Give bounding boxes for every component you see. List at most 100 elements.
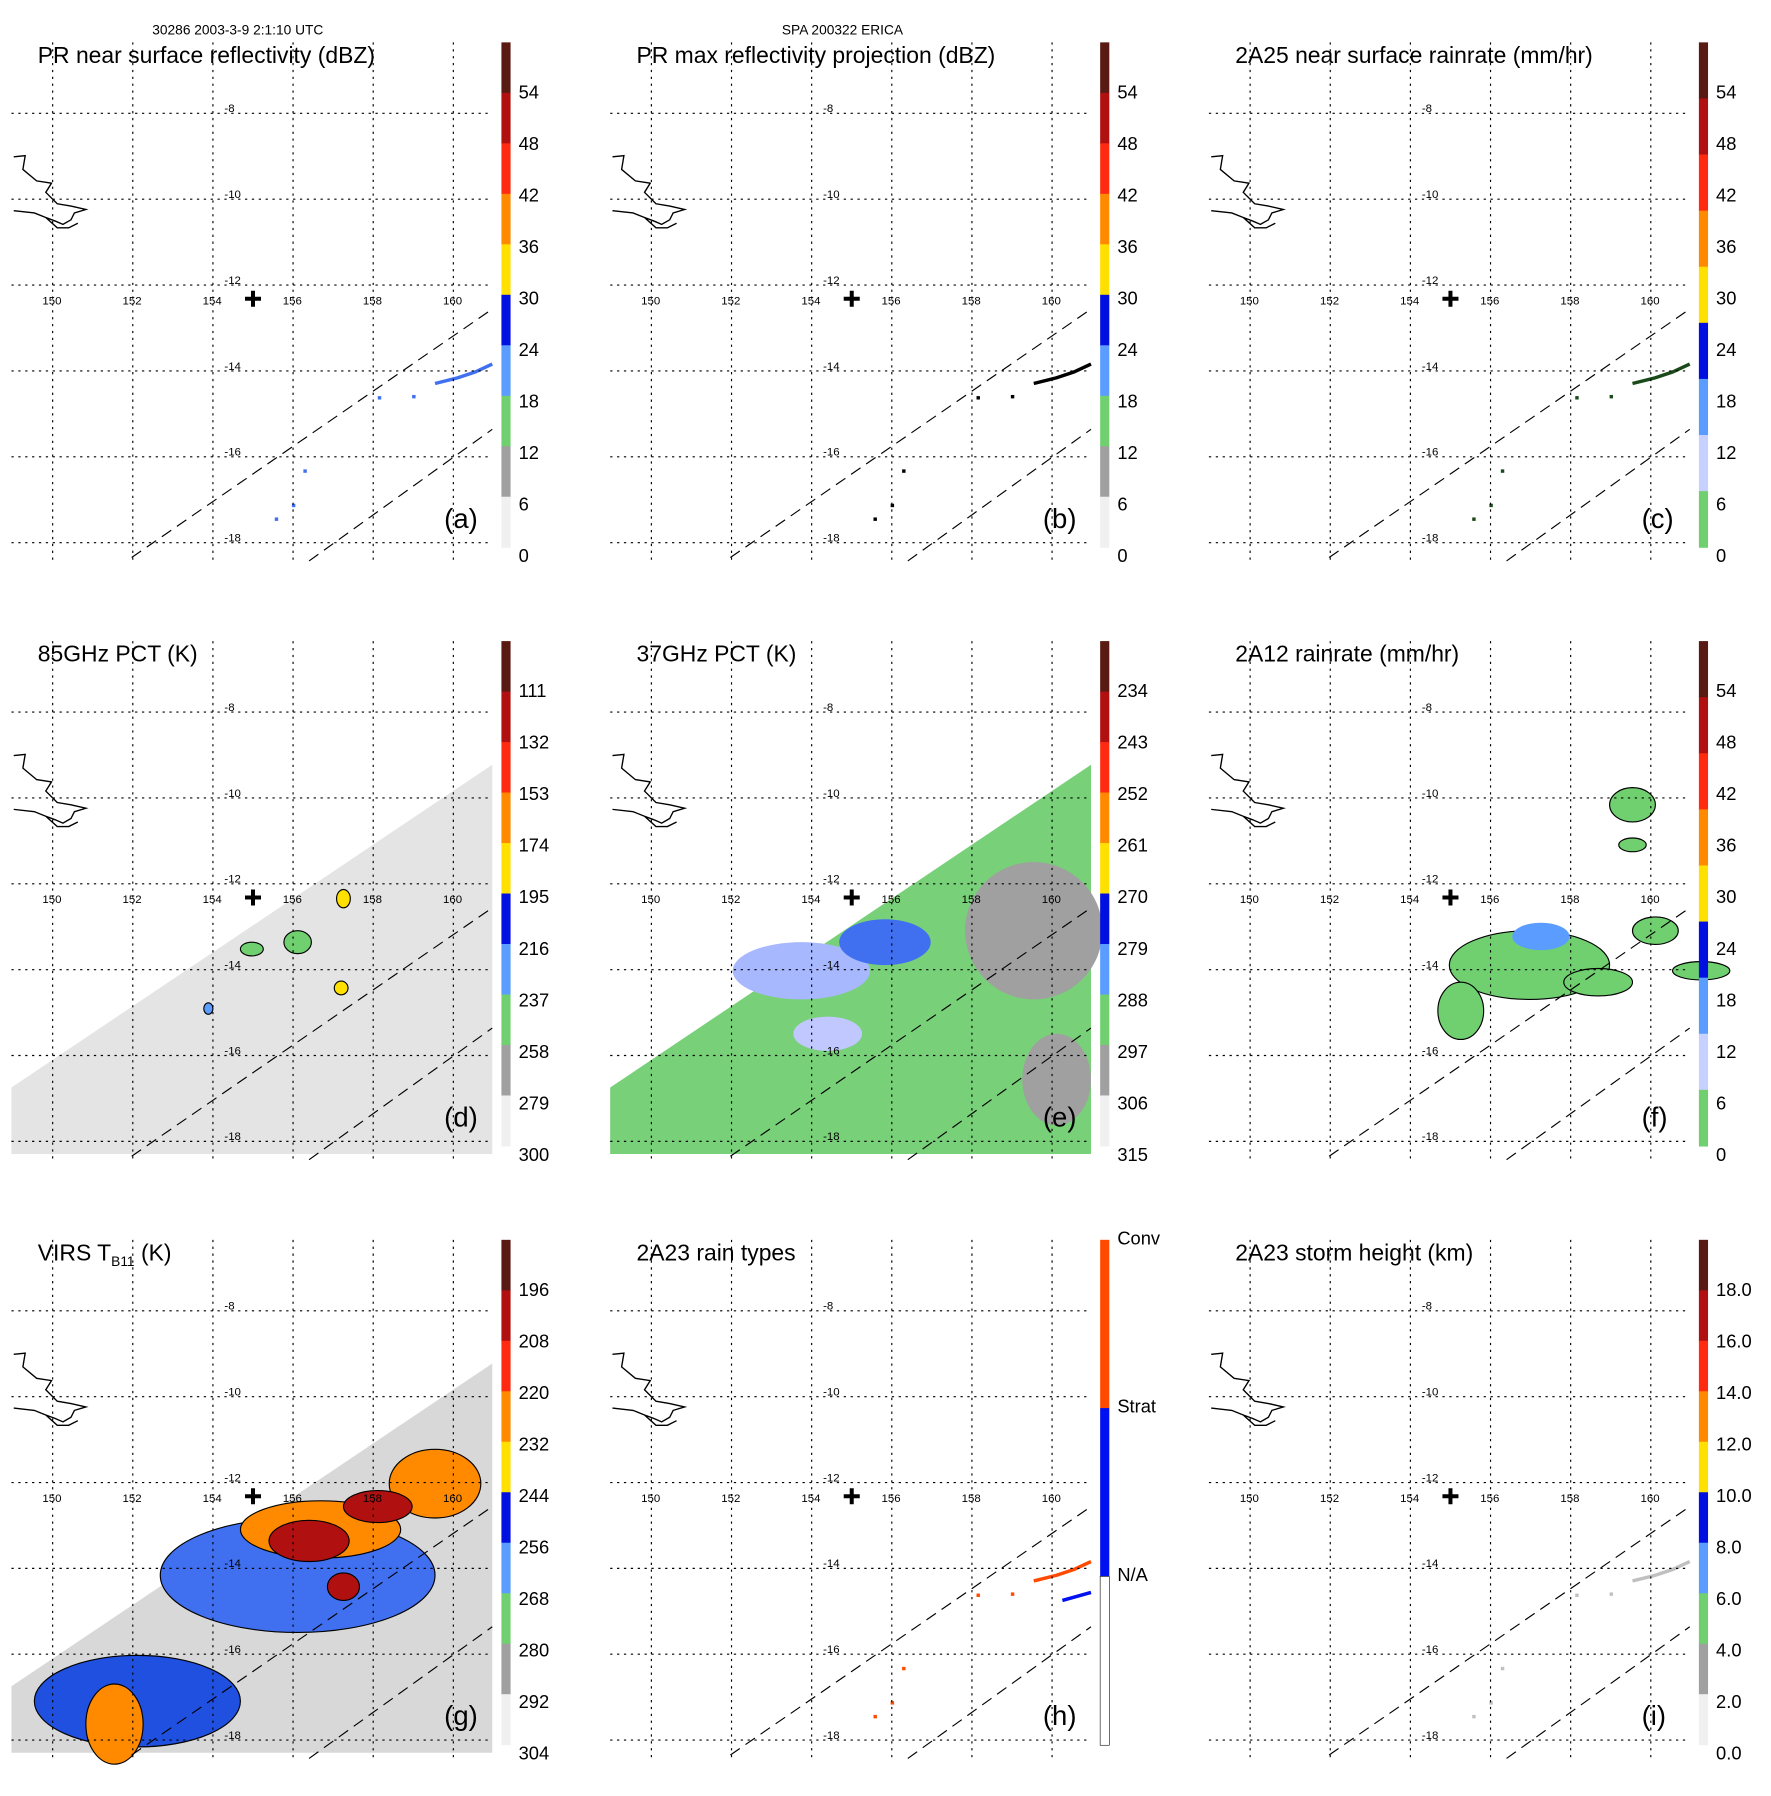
swath-edge bbox=[131, 308, 493, 558]
colorbar-label: 4.0 bbox=[1716, 1641, 1742, 1662]
colorbar-segment bbox=[1698, 753, 1709, 810]
colorbar-segment bbox=[1100, 496, 1110, 548]
colorbar-segment bbox=[1698, 1694, 1709, 1746]
rain-blob bbox=[1618, 837, 1647, 853]
lat-label: -8 bbox=[1421, 701, 1433, 715]
rain-pixel bbox=[1010, 1592, 1015, 1596]
lat-label: -16 bbox=[823, 1045, 840, 1058]
title-text: 2A25 near surface rainrate (mm/hr) bbox=[1235, 43, 1593, 69]
lon-label: 156 bbox=[881, 295, 901, 308]
rain-pixel bbox=[1609, 1592, 1614, 1596]
lat-label: -18 bbox=[1421, 1729, 1439, 1743]
lat-label: -16 bbox=[224, 1045, 241, 1058]
colorbar-segment bbox=[1100, 193, 1110, 245]
lon-label: 160 bbox=[1640, 894, 1660, 907]
colorbar-label: 258 bbox=[518, 1042, 550, 1063]
colorbar-label: 174 bbox=[518, 836, 550, 857]
rain-blob bbox=[1609, 787, 1656, 823]
colorbar-label: 256 bbox=[518, 1538, 550, 1559]
lat-label: -16 bbox=[823, 1643, 840, 1657]
storm-center-cross-icon bbox=[244, 889, 262, 906]
rain-pixel bbox=[377, 396, 382, 400]
colorbar-segment bbox=[1698, 322, 1709, 380]
lat-label: -8 bbox=[224, 103, 235, 116]
lat-label: -14 bbox=[823, 959, 840, 972]
lat-label: -12 bbox=[1421, 274, 1439, 288]
colorbar-segment bbox=[1100, 42, 1110, 94]
colorbar-label: 30 bbox=[1117, 289, 1138, 310]
lon-label: 156 bbox=[282, 894, 302, 907]
panel-letter: (i) bbox=[1641, 1701, 1667, 1733]
lon-label: 152 bbox=[1319, 295, 1340, 308]
colorbar-segment bbox=[1100, 294, 1110, 346]
lat-label: -8 bbox=[224, 1300, 235, 1314]
data-blob bbox=[239, 941, 264, 957]
colorbar-label: 304 bbox=[518, 1744, 550, 1765]
panel-h: 2A23 rain types (h) Conv Strat N/A 150 152 154 1… bbox=[599, 1197, 1198, 1796]
title-text: PR max reflectivity projection (dBZ) bbox=[636, 43, 996, 69]
panel-title: 2A25 near surface rainrate (mm/hr) bbox=[1235, 44, 1593, 70]
panel-title: PR near surface reflectivity (dBZ) bbox=[38, 44, 375, 70]
lon-label: 152 bbox=[721, 1492, 741, 1506]
lon-label: 150 bbox=[42, 1492, 62, 1506]
swath-edge bbox=[1328, 308, 1691, 558]
colorbar-label: 111 bbox=[518, 682, 547, 702]
colorbar-segment bbox=[501, 1340, 511, 1392]
rain-echo bbox=[1033, 362, 1092, 386]
data-blob bbox=[283, 930, 312, 955]
data-blob bbox=[335, 888, 351, 909]
panel-letter: (a) bbox=[444, 503, 478, 535]
lat-label: -18 bbox=[1421, 1131, 1439, 1144]
colorbar-label: 10.0 bbox=[1716, 1487, 1752, 1507]
lat-label: -12 bbox=[823, 873, 840, 887]
colorbar-segment bbox=[1100, 345, 1110, 397]
colorbar-segment bbox=[1698, 1441, 1709, 1493]
lon-label: 160 bbox=[443, 1492, 463, 1506]
lon-label: 154 bbox=[1400, 894, 1420, 907]
colorbar-label: 244 bbox=[518, 1487, 550, 1507]
colorbar-label: 232 bbox=[518, 1435, 550, 1456]
colorbar-segment bbox=[501, 994, 511, 1046]
colorbar-label: 12 bbox=[1716, 1042, 1737, 1063]
lon-label: 154 bbox=[202, 894, 222, 907]
data-blob bbox=[732, 942, 871, 1000]
lat-label: -8 bbox=[224, 701, 235, 715]
title-text: VIRS T bbox=[37, 1240, 112, 1267]
colorbar-segment bbox=[1698, 1089, 1709, 1147]
colorbar-label: 153 bbox=[518, 785, 550, 805]
lat-label: -10 bbox=[224, 188, 241, 202]
colorbar-segment bbox=[501, 792, 511, 844]
colorbar-label: 208 bbox=[518, 1332, 550, 1353]
colorbar-label: 6 bbox=[1117, 495, 1128, 516]
swath-edge bbox=[907, 1027, 1092, 1161]
lon-label: 160 bbox=[1041, 1492, 1061, 1506]
coastline bbox=[612, 154, 688, 229]
lon-label: 150 bbox=[1239, 295, 1259, 308]
colorbar-segment bbox=[1100, 843, 1110, 895]
colorbar-segment bbox=[1100, 92, 1110, 144]
lat-label: -10 bbox=[224, 1386, 241, 1399]
data-blob bbox=[203, 1002, 214, 1015]
lat-label: -14 bbox=[1421, 360, 1439, 374]
panel-letter: (d) bbox=[444, 1102, 478, 1134]
rain-blob bbox=[1437, 981, 1485, 1041]
rain-pixel bbox=[1575, 396, 1579, 400]
colorbar-label: 42 bbox=[1117, 186, 1138, 207]
colorbar-segment bbox=[1698, 697, 1709, 754]
lon-label: 152 bbox=[122, 1492, 142, 1506]
colorbar-label: 12 bbox=[1716, 444, 1737, 464]
lat-label: -12 bbox=[1421, 1472, 1439, 1485]
colorbar-segment bbox=[1698, 266, 1709, 324]
lat-label: -8 bbox=[1421, 103, 1433, 116]
colorbar-segment bbox=[501, 944, 511, 996]
colorbar-label: 6.0 bbox=[1716, 1590, 1742, 1610]
lat-label: -18 bbox=[1421, 532, 1439, 545]
lat-label: -10 bbox=[823, 188, 840, 202]
rain-blob bbox=[1631, 916, 1679, 946]
colorbar-segment bbox=[1100, 742, 1110, 794]
colorbar-segment bbox=[501, 843, 511, 895]
lat-label: -10 bbox=[224, 787, 241, 801]
colorbar-label: 48 bbox=[518, 135, 539, 155]
colorbar-label: 12.0 bbox=[1716, 1435, 1752, 1456]
colorbar-label: 18 bbox=[1117, 392, 1138, 413]
